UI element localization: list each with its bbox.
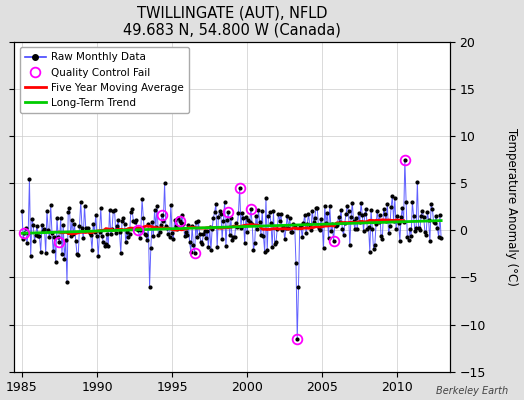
Legend: Raw Monthly Data, Quality Control Fail, Five Year Moving Average, Long-Term Tren: Raw Monthly Data, Quality Control Fail, … [19, 47, 189, 113]
Text: Berkeley Earth: Berkeley Earth [436, 386, 508, 396]
Y-axis label: Temperature Anomaly (°C): Temperature Anomaly (°C) [506, 128, 518, 286]
Title: TWILLINGATE (AUT), NFLD
49.683 N, 54.800 W (Canada): TWILLINGATE (AUT), NFLD 49.683 N, 54.800… [123, 6, 341, 38]
